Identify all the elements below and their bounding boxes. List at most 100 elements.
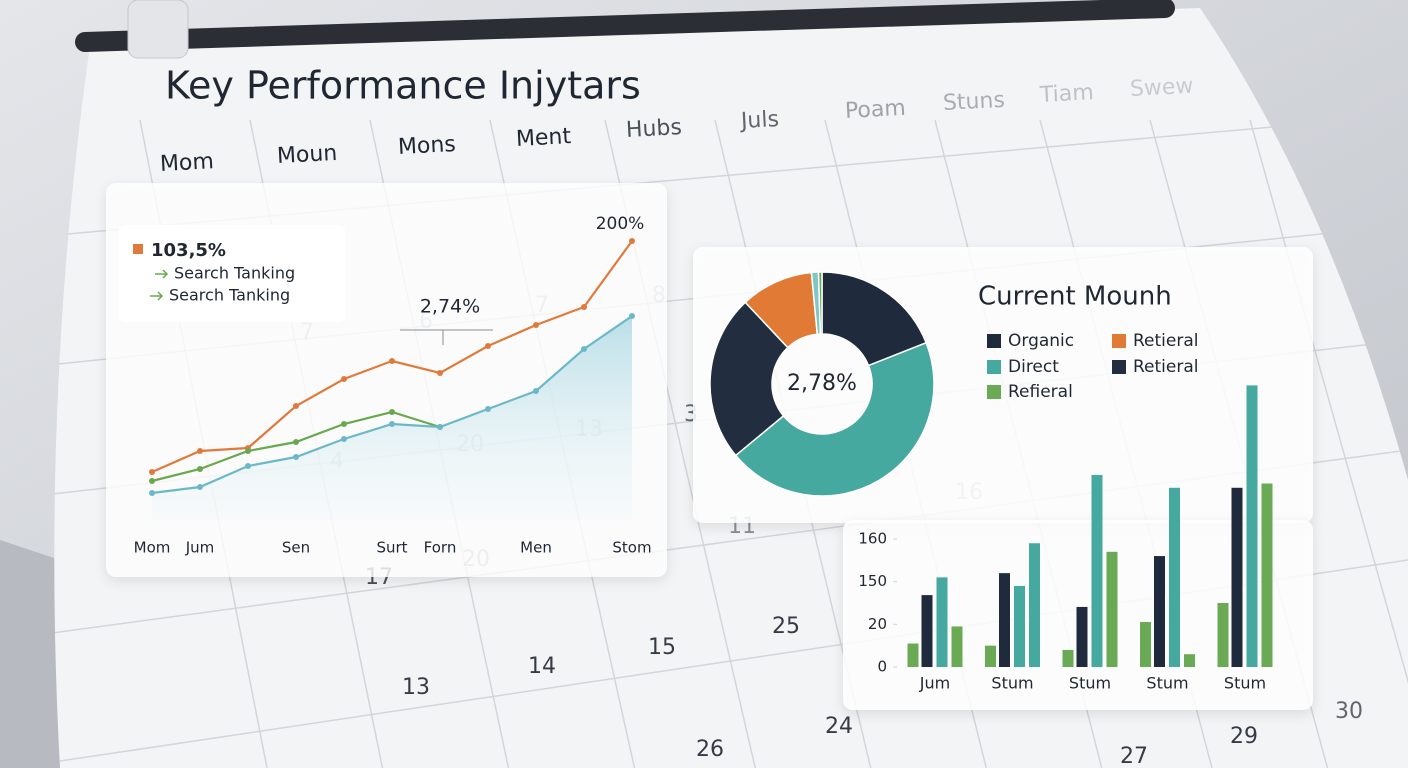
pie-slice	[734, 341, 935, 497]
lower-sheet	[0, 540, 60, 768]
x-tick-label: Surt	[376, 539, 407, 557]
line-area	[152, 316, 632, 520]
weekday-label: Ment	[515, 124, 572, 152]
day-number: 29	[1230, 724, 1258, 749]
line-point	[197, 484, 203, 490]
weekday-label: Stuns	[942, 88, 1005, 116]
annotation: 200%	[596, 214, 645, 234]
day-number: 30	[1335, 699, 1363, 724]
y-tick-label: 150	[858, 572, 887, 590]
bar	[936, 577, 948, 667]
legend-arrow	[150, 291, 164, 301]
y-tick-label: 0	[877, 658, 887, 676]
bar	[985, 645, 996, 667]
binder-clip	[127, 0, 189, 59]
legend-arrow	[155, 269, 169, 279]
day-number: 24	[825, 714, 853, 739]
line-point	[389, 358, 395, 364]
legend-label: Refieral	[1008, 382, 1073, 402]
bar	[907, 643, 919, 667]
annotation-bracket	[400, 329, 493, 345]
bar	[1140, 622, 1151, 667]
line-legend-box	[119, 225, 345, 322]
line-point	[293, 454, 299, 460]
day-number: 14	[528, 654, 556, 679]
line-point	[341, 436, 347, 442]
bar	[1062, 649, 1074, 667]
legend-label: Organic	[1008, 331, 1074, 351]
line-point	[533, 388, 539, 394]
line-point	[389, 409, 395, 415]
bar	[1076, 606, 1088, 667]
line-point	[245, 448, 251, 454]
line-point	[149, 469, 155, 475]
line-point	[245, 463, 251, 469]
bar	[951, 626, 963, 667]
bar	[1169, 487, 1180, 667]
day-number: 26	[696, 737, 724, 762]
x-tick-label: Stum	[1146, 674, 1188, 693]
line-point	[341, 421, 347, 427]
x-tick-label: Jum	[185, 539, 215, 557]
legend-swatch	[1112, 360, 1126, 374]
calendar-labels: Mom Moun Mons Ment Hubs Juls Poam Stuns Tiam Swew…	[159, 74, 1363, 768]
weekday-label: Hubs	[625, 115, 682, 143]
bar	[1091, 474, 1103, 667]
bar	[1261, 483, 1273, 667]
line-point	[197, 448, 203, 454]
x-tick-label: Mom	[134, 539, 171, 557]
legend-label: 103,5%	[151, 240, 226, 261]
legend-label: Retieral	[1133, 357, 1199, 377]
legend-swatch	[1112, 334, 1126, 348]
x-tick-label: Forn	[424, 539, 457, 557]
weekday-label: Poam	[844, 96, 906, 124]
x-tick-label: Stum	[1224, 674, 1266, 693]
pie-slice	[817, 271, 823, 335]
bar	[1106, 551, 1118, 667]
x-tick-label: Stom	[612, 539, 651, 557]
day-number: 15	[648, 635, 676, 660]
day-number: 25	[772, 614, 800, 639]
pie-slice	[709, 301, 789, 457]
line-point	[437, 424, 443, 430]
legend-label: Search Tanking	[169, 286, 290, 305]
charts: Mom Jum Sen Surt Forn Men Stom 103,5% Search Tan…	[133, 214, 1273, 693]
day-number: 27	[1120, 744, 1148, 768]
pie-title: Current Mounh	[978, 282, 1172, 312]
bar	[1246, 385, 1258, 667]
line-point	[629, 313, 635, 319]
line-point	[581, 304, 587, 310]
weekday-label: Mom	[159, 149, 214, 177]
x-tick-label: Men	[520, 539, 552, 557]
page-title: Key Performance Injytars	[165, 64, 641, 108]
bar	[1184, 654, 1195, 667]
bar	[1014, 585, 1025, 667]
legend-swatch	[133, 244, 143, 254]
bar	[1217, 602, 1229, 667]
line-point	[485, 406, 491, 412]
x-tick-label: Jum	[919, 674, 950, 693]
bar	[1029, 543, 1040, 667]
line-point	[437, 370, 443, 376]
x-tick-label: Stum	[991, 674, 1033, 693]
weekday-label: Moun	[276, 141, 338, 169]
weekday-label: Mons	[397, 132, 456, 160]
day-number: 13	[402, 675, 430, 700]
bar	[999, 573, 1010, 667]
legend-label: Direct	[1008, 357, 1059, 377]
y-tick-label: 160	[858, 529, 887, 547]
line-point	[389, 421, 395, 427]
line-point	[485, 343, 491, 349]
legend-label: Search Tanking	[174, 264, 295, 283]
line-point	[533, 322, 539, 328]
pie-slice	[821, 271, 928, 367]
calendar-column-line	[1249, 119, 1408, 768]
line-point	[149, 490, 155, 496]
line-point	[581, 346, 587, 352]
y-tick-label: 20	[868, 615, 887, 633]
x-tick-label: Stum	[1069, 674, 1111, 693]
line-point	[629, 238, 635, 244]
weekday-label: Swew	[1129, 74, 1194, 102]
